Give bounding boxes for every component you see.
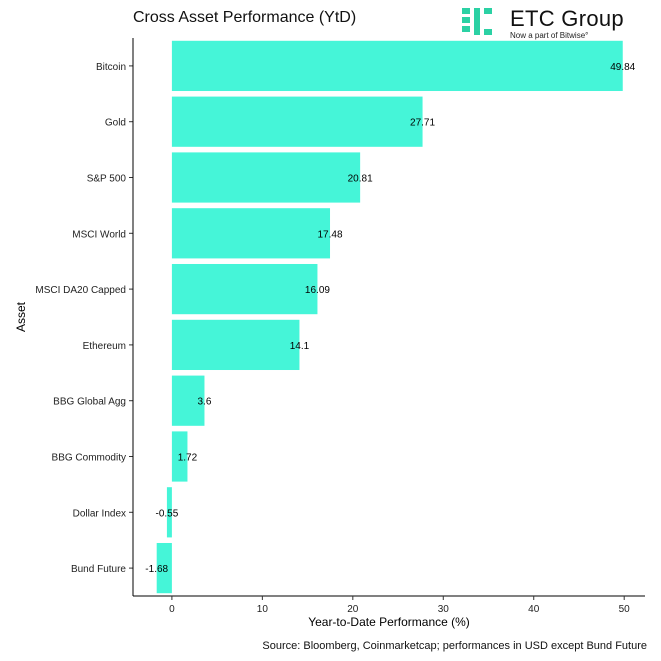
y-tick-label: Bitcoin bbox=[96, 62, 126, 73]
data-label: 16.09 bbox=[305, 285, 330, 296]
x-tick-label: 30 bbox=[438, 604, 450, 615]
etc-group-logo: ETC Group Now a part of Bitwise° bbox=[462, 6, 654, 42]
etc-logo-icon bbox=[462, 8, 492, 35]
data-label: -0.55 bbox=[156, 508, 179, 519]
bar-bitcoin bbox=[171, 40, 623, 92]
logo-name: ETC Group bbox=[510, 6, 624, 31]
x-tick-label: 10 bbox=[257, 604, 269, 615]
labels-group: 49.84 27.71 20.81 17.48 16.09 14.1 3.6 1.72 -0.5… bbox=[145, 62, 635, 575]
bars-group bbox=[156, 40, 623, 594]
y-tick-label: Bund Future bbox=[71, 564, 126, 575]
y-tick-label: Gold bbox=[105, 118, 126, 129]
y-tick-label: BBG Global Agg bbox=[53, 397, 126, 408]
bar-dollar-index bbox=[166, 487, 172, 538]
y-axis-title: Asset bbox=[14, 301, 28, 332]
data-label: 3.6 bbox=[198, 397, 212, 408]
chart-title: Cross Asset Performance (YtD) bbox=[133, 9, 357, 26]
bar-gold bbox=[171, 96, 423, 147]
bar-bbg-global-agg bbox=[171, 375, 205, 426]
x-tick-label: 20 bbox=[347, 604, 359, 615]
bar-ethereum bbox=[171, 319, 300, 371]
data-label: 14.1 bbox=[290, 341, 310, 352]
y-tick-label: S&P 500 bbox=[87, 174, 127, 185]
y-tick-label: BBG Commodity bbox=[52, 453, 126, 464]
bar-bbg-commodity bbox=[171, 431, 188, 482]
bar-s-p-500 bbox=[171, 152, 361, 203]
data-label: 20.81 bbox=[348, 174, 373, 185]
bar-msci-da20-capped bbox=[171, 263, 318, 315]
source-note: Source: Bloomberg, Coinmarketcap; perfor… bbox=[262, 640, 647, 652]
x-tick-label: 40 bbox=[528, 604, 540, 615]
y-tick-label: Ethereum bbox=[83, 341, 126, 352]
x-tick-label: 0 bbox=[169, 604, 175, 615]
data-label: 1.72 bbox=[178, 453, 198, 464]
data-label: -1.68 bbox=[145, 564, 168, 575]
y-tick-label: MSCI DA20 Capped bbox=[35, 285, 126, 296]
data-label: 49.84 bbox=[610, 62, 635, 73]
bar-msci-world bbox=[171, 208, 331, 259]
y-tick-label: MSCI World bbox=[72, 229, 126, 240]
bar-bund-future bbox=[156, 542, 172, 594]
y-tick-label: Dollar Index bbox=[73, 508, 126, 519]
data-label: 27.71 bbox=[410, 118, 435, 129]
logo-tagline: Now a part of Bitwise° bbox=[510, 31, 589, 40]
data-label: 17.48 bbox=[318, 229, 343, 240]
x-axis-title: Year-to-Date Performance (%) bbox=[308, 615, 470, 629]
axes-group: Bitcoin Gold S&P 500 MSCI World MSCI DA20 Ca… bbox=[14, 38, 645, 629]
x-tick-label: 50 bbox=[619, 604, 631, 615]
